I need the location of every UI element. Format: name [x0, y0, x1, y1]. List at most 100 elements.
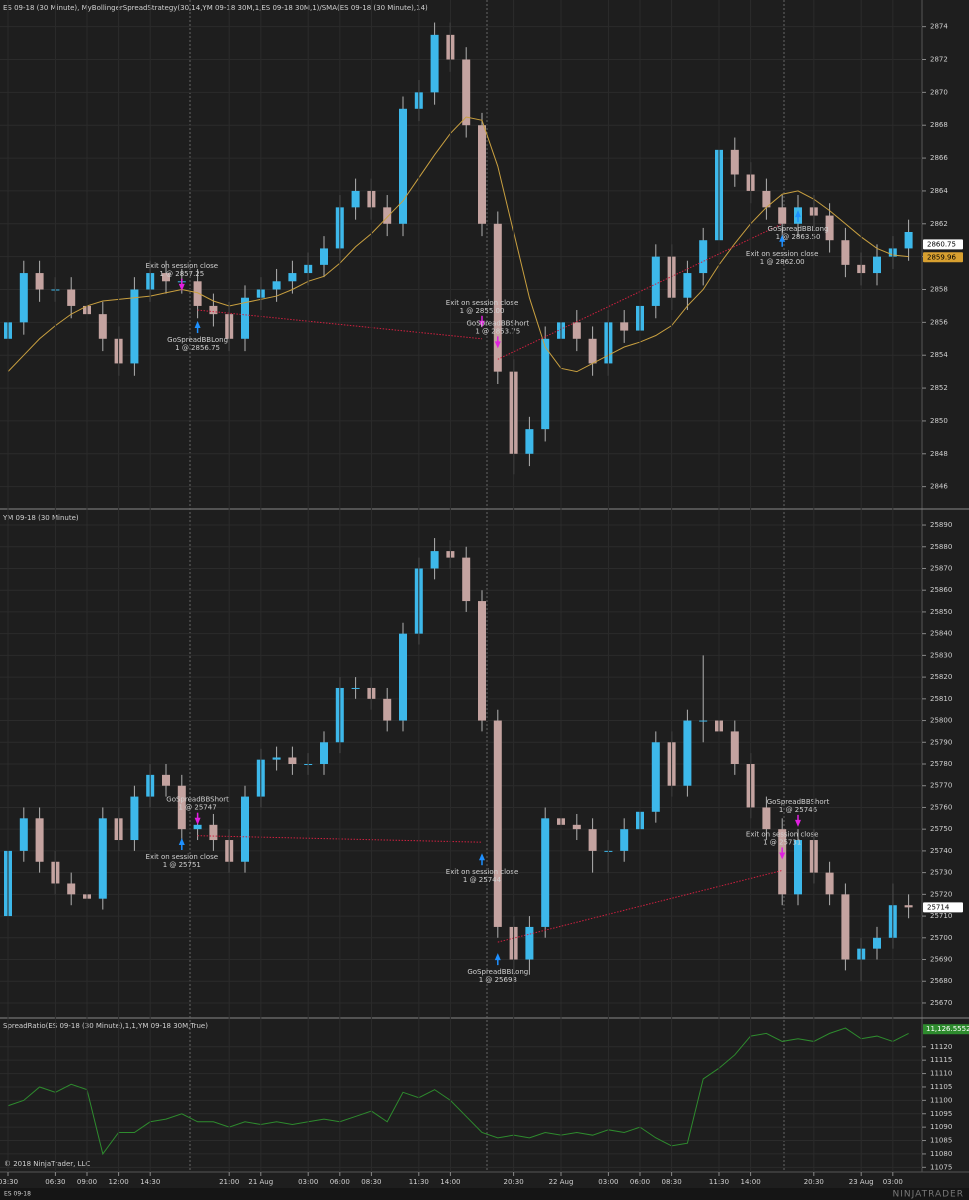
- candle-body: [588, 829, 597, 851]
- y-tick-label: 2868: [930, 121, 948, 129]
- candle-body: [19, 818, 28, 851]
- candle-body: [572, 824, 581, 830]
- candle-body: [620, 829, 629, 851]
- x-tick-label: 03:00: [883, 1178, 903, 1186]
- price-label-box: [923, 239, 963, 250]
- candle-body: [67, 883, 76, 895]
- annotation-label: GoSpreadBBShort: [166, 796, 229, 804]
- trade-arrow: [795, 819, 801, 827]
- brand-logo: NINJATRADER: [893, 1190, 965, 1200]
- candle-body: [651, 256, 660, 306]
- y-tick-label: 11090: [930, 1123, 952, 1131]
- footer-bar: [0, 1188, 969, 1200]
- candle-body: [651, 742, 660, 812]
- x-tick-label: 06:00: [630, 1178, 650, 1186]
- x-tick-label: 14:00: [440, 1178, 460, 1186]
- annotation-label: Exit on session close: [446, 299, 519, 307]
- x-tick-label: 21:00: [219, 1178, 239, 1186]
- candle-body: [904, 905, 913, 908]
- candle-body: [493, 720, 502, 927]
- candle-body: [383, 698, 392, 721]
- candle-body: [588, 338, 597, 364]
- instrument-tab[interactable]: ES 09-18: [4, 1191, 31, 1198]
- candle-body: [493, 223, 502, 372]
- y-tick-label: 25810: [930, 695, 952, 703]
- y-tick-label: 2850: [930, 417, 948, 425]
- x-tick-label: 12:00: [109, 1178, 129, 1186]
- candle-body: [620, 322, 629, 331]
- annotation-detail: 1 @ 2863.50: [776, 233, 821, 241]
- trade-arrow: [779, 852, 786, 860]
- x-tick-label: 21 Aug: [248, 1178, 273, 1186]
- y-tick-label: 11080: [930, 1150, 952, 1158]
- candle-body: [683, 720, 692, 786]
- x-tick-label: 06:00: [330, 1178, 350, 1186]
- y-tick-label: 25680: [930, 977, 952, 985]
- y-tick-label: 25750: [930, 825, 952, 833]
- price-label-box: [923, 252, 963, 263]
- candle-body: [383, 207, 392, 224]
- annotation-label: Exit on session close: [746, 830, 819, 838]
- annotation-label: GoSpreadBBShort: [767, 798, 830, 806]
- annotation-detail: 1 @ 2856.75: [175, 344, 220, 352]
- candle-body: [762, 190, 771, 208]
- candle-body: [241, 796, 249, 862]
- candle-body: [98, 818, 107, 899]
- candle-body: [525, 926, 534, 960]
- y-tick-label: 11105: [930, 1083, 952, 1091]
- annotation-detail: 1 @ 25746: [779, 806, 818, 814]
- y-tick-label: 25780: [930, 760, 952, 768]
- price-label: 25714: [927, 903, 950, 911]
- y-tick-label: 2848: [930, 450, 948, 458]
- panel-title: YM 09-18 (30 Minute): [2, 514, 79, 522]
- candle-body: [193, 824, 202, 830]
- annotation-label: GoSpreadBBLong: [167, 336, 228, 344]
- trade-arrow: [494, 341, 501, 349]
- y-tick-label: 11115: [930, 1056, 952, 1064]
- candle-body: [462, 59, 471, 126]
- candle-body: [873, 937, 881, 949]
- x-tick-label: 20:30: [504, 1178, 524, 1186]
- candle-body: [541, 818, 550, 927]
- panel-title: SpreadRatio(ES 09-18 (30 Minute),1,1,YM …: [3, 1022, 208, 1030]
- y-tick-label: 11095: [930, 1110, 952, 1118]
- candle-body: [351, 190, 360, 208]
- candle-body: [288, 757, 297, 764]
- candle-body: [904, 232, 913, 249]
- x-tick-label: 09:00: [77, 1178, 97, 1186]
- candle-body: [130, 796, 139, 841]
- x-tick-label: 23 Aug: [849, 1178, 874, 1186]
- candle-body: [19, 273, 28, 323]
- trade-arrow: [178, 283, 185, 291]
- candle-body: [35, 818, 44, 862]
- trade-arrow: [178, 838, 185, 845]
- y-tick-label: 11110: [930, 1070, 952, 1078]
- annotation-detail: 1 @ 25751: [163, 861, 201, 869]
- candle-body: [399, 108, 407, 224]
- y-tick-label: 25850: [930, 608, 952, 616]
- y-tick-label: 25740: [930, 847, 952, 855]
- annotation-detail: 1 @ 25731: [763, 838, 801, 846]
- candle-body: [572, 322, 581, 339]
- y-tick-label: 25890: [930, 521, 952, 529]
- copyright: © 2018 NinjaTrader, LLC: [4, 1160, 90, 1168]
- candle-body: [98, 314, 107, 339]
- candle-body: [288, 273, 297, 282]
- candle-body: [430, 34, 439, 93]
- candle-body: [730, 731, 739, 764]
- trade-line: [497, 869, 783, 943]
- candle-body: [35, 273, 44, 290]
- candle-body: [272, 757, 281, 760]
- candle-body: [699, 720, 708, 722]
- x-tick-label: 11:30: [709, 1178, 729, 1186]
- annotation-detail: 1 @ 2855.00: [460, 307, 505, 315]
- y-tick-label: 11075: [930, 1163, 952, 1171]
- trade-arrow: [779, 234, 786, 242]
- annotation-detail: 1 @ 25698: [479, 976, 517, 984]
- trade-arrow: [194, 321, 201, 329]
- annotation-detail: 1 @ 2857.25: [159, 270, 204, 278]
- y-tick-label: 25670: [930, 999, 952, 1007]
- candle-body: [873, 256, 881, 274]
- y-tick-label: 25830: [930, 651, 952, 659]
- annotation-label: Exit on session close: [446, 868, 519, 876]
